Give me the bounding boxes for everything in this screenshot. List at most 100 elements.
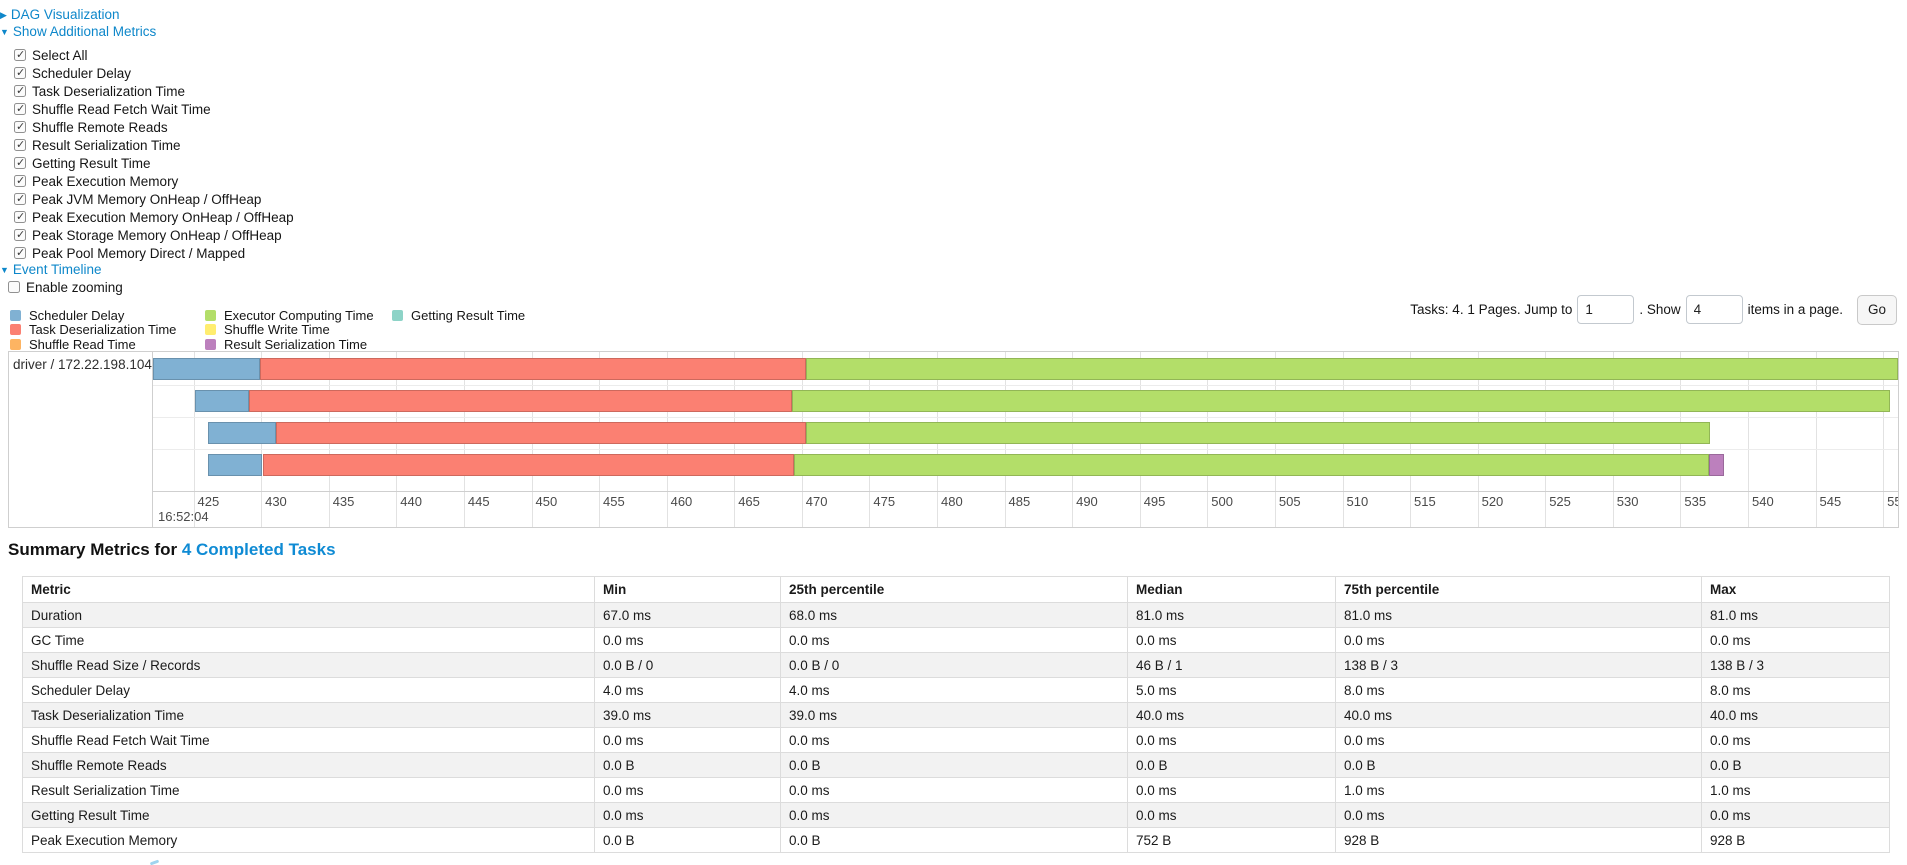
event-timeline-toggle[interactable]: ▼ Event Timeline [0,262,101,277]
axis-tick-label: 435 [332,494,355,509]
task-segment-executor_computing[interactable] [792,390,1890,412]
metric-checkbox-item[interactable]: Getting Result Time [14,154,151,172]
summary-heading-text: Summary Metrics for [8,540,182,559]
checkbox-icon[interactable] [14,192,26,205]
checkbox-icon[interactable] [14,138,26,151]
task-segment-scheduler_delay[interactable] [208,454,263,476]
task-segment-task_deserialization[interactable] [276,422,806,444]
task-timeline-bar[interactable] [153,390,1898,412]
metric-value-cell: 0.0 ms [1335,627,1702,653]
metric-checkbox-item[interactable]: Task Deserialization Time [14,82,185,100]
axis-tick-label: 450 [535,494,558,509]
metric-checkbox-item[interactable]: Result Serialization Time [14,136,181,154]
column-header[interactable]: 75th percentile [1335,576,1702,603]
metric-value-cell: 0.0 ms [1127,777,1336,803]
checkbox-icon[interactable] [14,48,26,61]
metric-value-cell: 40.0 ms [1335,702,1702,728]
gridline [1883,352,1885,527]
checkbox-icon[interactable] [14,156,26,169]
lane-separator [153,417,1898,418]
table-row: Getting Result Time 0.0 ms 0.0 ms 0.0 ms 0.0… [22,802,1890,828]
metric-value-cell: 0.0 B / 0 [780,652,1128,678]
legend-label: Shuffle Write Time [224,322,330,338]
task-timeline-bar[interactable] [153,454,1898,476]
checkbox-icon[interactable] [14,210,26,223]
checkbox-icon[interactable] [14,66,26,79]
metric-value-cell: 81.0 ms [1127,602,1336,628]
summary-metrics-table: Metric Min 25th percentile Median 75th perce… [22,576,1890,853]
metric-checkbox-item[interactable]: Peak JVM Memory OnHeap / OffHeap [14,190,261,208]
metric-value-cell: 0.0 ms [1701,627,1890,653]
metric-checkbox-item[interactable]: Shuffle Remote Reads [14,118,168,136]
column-header[interactable]: Max [1701,576,1890,603]
column-header[interactable]: Median [1127,576,1336,603]
metric-name-cell: Shuffle Read Size / Records [22,652,595,678]
checkbox-icon[interactable] [14,102,26,115]
task-segment-executor_computing[interactable] [805,358,1898,380]
checkbox-icon[interactable] [14,228,26,241]
column-header[interactable]: 25th percentile [780,576,1128,603]
go-button[interactable]: Go [1856,294,1897,325]
table-row: Task Deserialization Time 39.0 ms 39.0 ms 4… [22,702,1890,728]
dag-visualization-toggle[interactable]: ▶ DAG Visualization [0,7,119,22]
task-segment-executor_computing[interactable] [793,454,1709,476]
table-row: Duration 67.0 ms 68.0 ms 81.0 ms 81.0 ms 81.0… [22,602,1890,628]
checkbox-label: Shuffle Read Fetch Wait Time [32,101,211,117]
task-segment-scheduler_delay[interactable] [208,422,276,444]
metric-name-cell: Shuffle Remote Reads [22,752,595,778]
metric-checkbox-item[interactable]: Peak Pool Memory Direct / Mapped [14,244,245,262]
task-segment-scheduler_delay[interactable] [194,390,249,412]
task-timeline-bar[interactable] [153,422,1898,444]
metric-value-cell: 8.0 ms [1335,677,1702,703]
legend-swatch-shuffle_write [205,324,216,336]
metric-checkbox-item[interactable]: Peak Storage Memory OnHeap / OffHeap [14,226,282,244]
checkbox-icon[interactable] [14,246,26,259]
completed-tasks-link[interactable]: 4 Completed Tasks [181,540,336,559]
metric-value-cell: 1.0 ms [1335,777,1702,803]
legend-column: Getting Result Time [392,308,525,323]
items-per-page-input[interactable] [1685,295,1743,324]
table-header-row: Metric Min 25th percentile Median 75th perce… [22,576,1890,603]
legend-swatch-task_deserialization [10,324,21,336]
task-segment-scheduler_delay[interactable] [153,358,260,380]
jump-to-page-input[interactable] [1577,295,1635,324]
axis-tick-label: 455 [603,494,625,509]
metric-value-cell: 752 B [1127,827,1336,853]
metric-checkbox-item[interactable]: Peak Execution Memory [14,172,178,190]
axis-tick-label: 430 [265,494,287,509]
checkbox-icon[interactable] [14,120,26,133]
metric-value-cell: 0.0 B [780,752,1128,778]
gridline [193,352,195,527]
task-timeline-bar[interactable] [153,358,1898,380]
axis-tick-label: 445 [467,494,490,509]
checkbox-icon[interactable] [14,84,26,97]
enable-zooming-option[interactable]: Enable zooming [8,278,123,296]
axis-tick-label: 545 [1819,494,1842,509]
axis-tick-label: 525 [1549,494,1571,509]
task-segment-executor_computing[interactable] [805,422,1711,444]
metric-value-cell: 81.0 ms [1701,602,1890,628]
checkbox-icon[interactable] [14,174,26,187]
axis-tick-label: 490 [1076,494,1098,509]
task-segment-task_deserialization[interactable] [249,390,793,412]
task-segment-task_deserialization[interactable] [259,358,806,380]
metric-value-cell: 5.0 ms [1127,677,1336,703]
legend-item: Shuffle Write Time [205,322,374,338]
metric-checkbox-item[interactable]: Peak Execution Memory OnHeap / OffHeap [14,208,294,226]
column-header[interactable]: Metric [22,576,595,603]
enable-zooming-checkbox[interactable] [8,281,20,293]
legend-swatch-result_serialization [205,338,216,350]
metric-checkbox-item[interactable]: Scheduler Delay [14,64,131,82]
metric-value-cell: 0.0 ms [1127,627,1336,653]
metric-value-cell: 0.0 ms [594,727,781,753]
metric-checkbox-item[interactable]: Shuffle Read Fetch Wait Time [14,100,211,118]
task-segment-result_serialization[interactable] [1708,454,1724,476]
axis-tick-label: 470 [805,494,828,509]
metric-checkbox-item[interactable]: Select All [14,46,88,64]
task-segment-task_deserialization[interactable] [262,454,794,476]
enable-zooming-label: Enable zooming [26,279,123,295]
show-additional-metrics-toggle[interactable]: ▼ Show Additional Metrics [0,24,156,39]
checkbox-label: Peak Execution Memory OnHeap / OffHeap [32,209,294,225]
column-header[interactable]: Min [594,576,781,603]
